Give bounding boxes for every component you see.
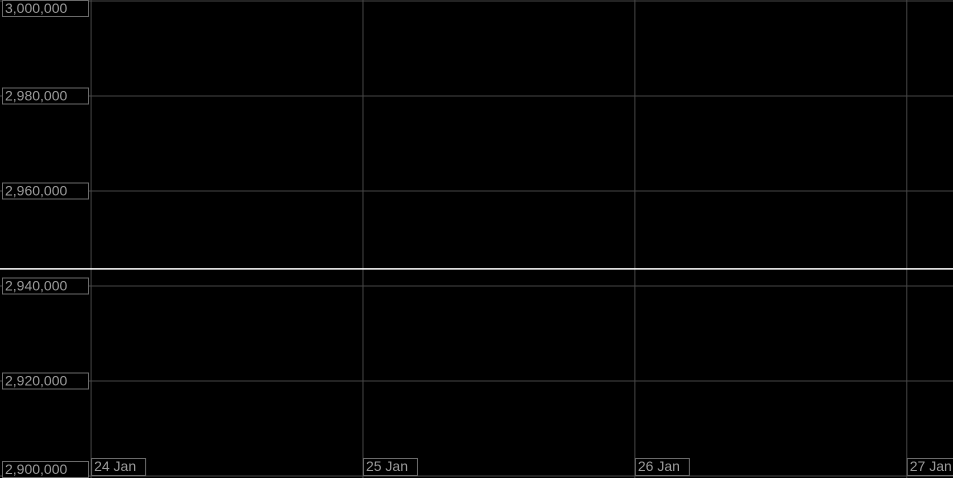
y-tick-label: 2,960,000 bbox=[5, 183, 67, 199]
x-tick-label: 27 Jan bbox=[910, 458, 952, 474]
y-tick-box bbox=[2, 87, 89, 105]
x-tick-box bbox=[362, 458, 418, 476]
y-tick-label: 2,940,000 bbox=[5, 278, 67, 294]
x-tick-box bbox=[91, 458, 147, 476]
y-tick-box bbox=[2, 277, 89, 295]
y-tick-label: 2,920,000 bbox=[5, 373, 67, 389]
y-tick-box bbox=[2, 372, 89, 390]
y-tick-label: 3,000,000 bbox=[5, 0, 67, 16]
x-tick-box bbox=[634, 458, 690, 476]
x-tick-label: 25 Jan bbox=[366, 458, 408, 474]
y-tick-box bbox=[2, 182, 89, 200]
x-tick-label: 24 Jan bbox=[94, 458, 136, 474]
y-tick-label: 2,900,000 bbox=[5, 461, 67, 477]
x-tick-box bbox=[906, 458, 953, 476]
x-tick-label: 26 Jan bbox=[638, 458, 680, 474]
y-tick-box bbox=[2, 0, 89, 17]
y-tick-label: 2,980,000 bbox=[5, 88, 67, 104]
